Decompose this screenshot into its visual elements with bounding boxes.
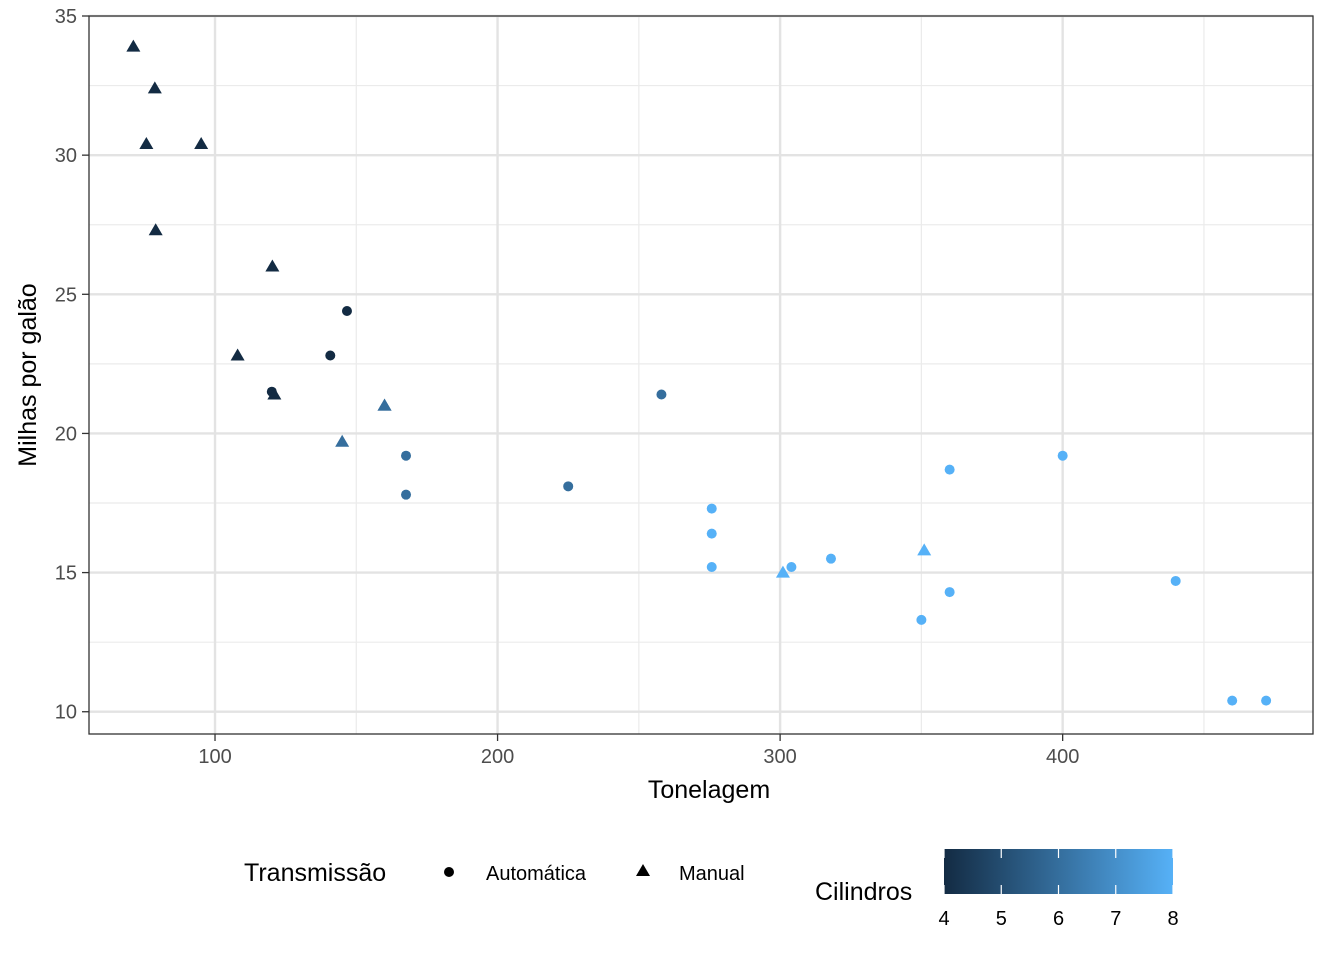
legend-label-automatica: Automática xyxy=(486,863,587,885)
point-automatica xyxy=(1227,695,1238,706)
point-automatica xyxy=(786,562,797,573)
point-automatica xyxy=(1261,695,1272,706)
data-points xyxy=(126,39,1272,706)
point-manual xyxy=(147,81,162,94)
point-automatica xyxy=(944,587,955,598)
point-automatica xyxy=(1057,450,1068,461)
point-automatica xyxy=(916,614,927,625)
x-tick-label: 300 xyxy=(763,746,796,768)
shape-legend: Transmissão Automática Manual xyxy=(244,859,745,887)
point-manual xyxy=(377,398,392,411)
point-automatica xyxy=(706,528,717,539)
shape-legend-title: Transmissão xyxy=(244,859,386,887)
point-manual xyxy=(917,543,932,556)
color-legend-title: Cilindros xyxy=(815,878,912,906)
point-automatica xyxy=(825,553,836,564)
y-axis: 10 15 20 25 30 35 xyxy=(55,6,89,724)
legend-triangle-icon xyxy=(636,864,650,876)
colorbar-tick-label: 4 xyxy=(938,908,949,930)
x-tick-label: 200 xyxy=(481,746,514,768)
legend-label-manual: Manual xyxy=(679,863,745,885)
point-automatica xyxy=(563,481,574,492)
colorbar-tick-label: 8 xyxy=(1167,908,1178,930)
point-automatica xyxy=(401,489,412,500)
grid-minor xyxy=(89,16,1313,734)
point-manual xyxy=(139,137,154,150)
point-manual xyxy=(775,565,790,578)
point-automatica xyxy=(325,350,336,361)
point-manual xyxy=(230,348,245,361)
legend-circle-icon xyxy=(444,867,454,877)
y-tick-label: 10 xyxy=(55,702,77,724)
x-axis: 100 200 300 400 xyxy=(198,734,1079,768)
point-automatica xyxy=(1170,575,1181,586)
point-manual xyxy=(194,137,209,150)
point-manual xyxy=(148,223,163,236)
point-automatica xyxy=(706,503,717,514)
plot-panel xyxy=(89,16,1313,734)
color-legend-ticks: 4 5 6 7 8 xyxy=(938,849,1179,930)
point-automatica xyxy=(656,389,667,400)
panel-border xyxy=(88,15,1314,735)
point-automatica xyxy=(944,464,955,475)
x-axis-title: Tonelagem xyxy=(648,776,770,804)
y-tick-label: 25 xyxy=(55,284,77,306)
point-manual xyxy=(126,39,141,52)
point-manual xyxy=(265,259,280,272)
colorbar-tick-label: 7 xyxy=(1110,908,1121,930)
colorbar-tick-label: 5 xyxy=(996,908,1007,930)
point-automatica xyxy=(401,450,412,461)
y-axis-title: Milhas por galão xyxy=(14,283,42,466)
y-tick-label: 20 xyxy=(55,423,77,445)
y-tick-label: 30 xyxy=(55,145,77,167)
x-tick-label: 400 xyxy=(1046,746,1079,768)
y-tick-label: 35 xyxy=(55,6,77,28)
point-automatica xyxy=(341,305,352,316)
point-manual xyxy=(267,387,282,400)
x-tick-label: 100 xyxy=(198,746,231,768)
y-tick-label: 15 xyxy=(55,563,77,585)
point-automatica xyxy=(706,562,717,573)
color-legend: Cilindros 4 5 6 7 8 xyxy=(815,849,1179,930)
colorbar-tick-label: 6 xyxy=(1053,908,1064,930)
point-manual xyxy=(335,434,350,447)
